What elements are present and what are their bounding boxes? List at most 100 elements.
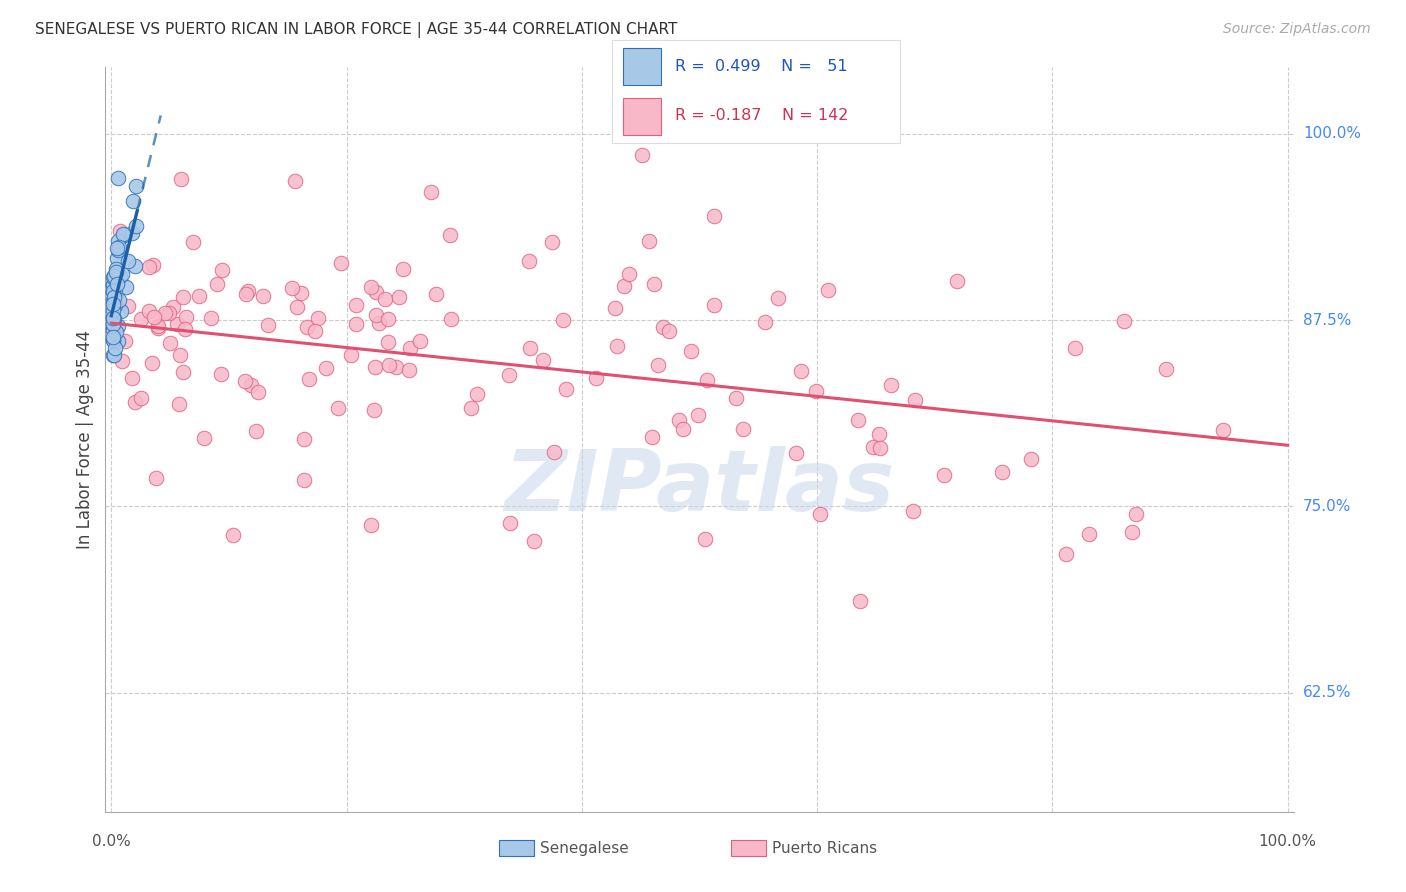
Text: Senegalese: Senegalese — [540, 841, 628, 855]
Point — [643, 277, 665, 292]
Point — [295, 319, 318, 334]
Point — [166, 317, 188, 331]
Text: Source: ZipAtlas.com: Source: ZipAtlas.com — [1223, 22, 1371, 37]
Point — [107, 334, 129, 349]
Point — [420, 186, 443, 200]
Point — [121, 371, 143, 385]
Point — [105, 252, 128, 266]
Point — [257, 318, 280, 333]
Point — [101, 330, 124, 344]
Point — [143, 310, 166, 324]
Point — [114, 280, 136, 294]
Point — [387, 290, 409, 304]
Point — [990, 465, 1012, 479]
Text: 0.0%: 0.0% — [91, 834, 131, 849]
Point — [339, 348, 361, 362]
Point — [121, 194, 143, 208]
Point — [617, 267, 640, 281]
Point — [880, 378, 903, 392]
Point — [329, 256, 352, 270]
Point — [1063, 341, 1085, 355]
Point — [1212, 423, 1234, 437]
Point — [172, 290, 194, 304]
Point — [785, 446, 807, 460]
Point — [117, 299, 139, 313]
Point — [174, 322, 197, 336]
Point — [117, 254, 139, 268]
Point — [363, 403, 385, 417]
Point — [101, 293, 124, 307]
Point — [183, 235, 205, 249]
Point — [553, 313, 575, 327]
Text: R = -0.187    N = 142: R = -0.187 N = 142 — [675, 108, 848, 123]
Point — [162, 300, 184, 314]
Point — [111, 353, 134, 368]
Point — [531, 353, 554, 368]
Point — [103, 271, 125, 285]
Point — [344, 298, 367, 312]
Point — [101, 285, 124, 299]
Point — [377, 312, 399, 326]
Point — [103, 289, 125, 303]
Point — [543, 445, 565, 459]
Point — [145, 471, 167, 485]
Text: 100.0%: 100.0% — [1303, 127, 1361, 142]
Point — [107, 319, 129, 334]
Point — [211, 263, 233, 277]
Point — [498, 368, 520, 383]
Point — [368, 316, 391, 330]
Point — [101, 310, 124, 324]
Point — [425, 286, 447, 301]
Point — [693, 532, 716, 546]
Point — [366, 285, 388, 299]
Point — [172, 365, 194, 379]
Point — [731, 422, 754, 436]
Point — [193, 431, 215, 445]
Point — [946, 273, 969, 287]
Point — [754, 315, 776, 329]
Point — [235, 286, 257, 301]
Point — [114, 334, 136, 349]
Point — [157, 306, 180, 320]
Point — [105, 262, 128, 277]
Point — [499, 516, 522, 531]
Point — [696, 374, 718, 388]
Point — [101, 277, 124, 291]
Point — [101, 297, 124, 311]
Point — [290, 285, 312, 300]
Point — [107, 234, 129, 248]
Point — [284, 174, 307, 188]
Point — [378, 358, 401, 372]
Point — [200, 311, 222, 326]
Point — [101, 317, 124, 331]
Point — [298, 372, 321, 386]
Point — [641, 430, 664, 444]
Point — [129, 392, 152, 406]
Point — [101, 303, 124, 318]
Point — [681, 343, 703, 358]
Point — [104, 298, 127, 312]
Point — [385, 360, 408, 375]
Point — [112, 228, 135, 243]
Point — [651, 320, 673, 334]
Point — [688, 408, 710, 422]
Point — [703, 209, 725, 223]
Point — [222, 527, 245, 541]
Point — [103, 268, 125, 283]
Point — [307, 311, 329, 326]
Point — [613, 279, 636, 293]
Point — [326, 401, 349, 415]
Point — [398, 363, 420, 377]
Bar — [623, 97, 661, 135]
Point — [159, 335, 181, 350]
Point — [103, 285, 125, 300]
Point — [344, 317, 367, 331]
Point — [111, 267, 134, 281]
Point — [364, 308, 387, 322]
Point — [101, 321, 124, 335]
Point — [129, 312, 152, 326]
Point — [209, 367, 232, 381]
Point — [1019, 452, 1042, 467]
Point — [668, 412, 690, 426]
Point — [103, 348, 125, 362]
